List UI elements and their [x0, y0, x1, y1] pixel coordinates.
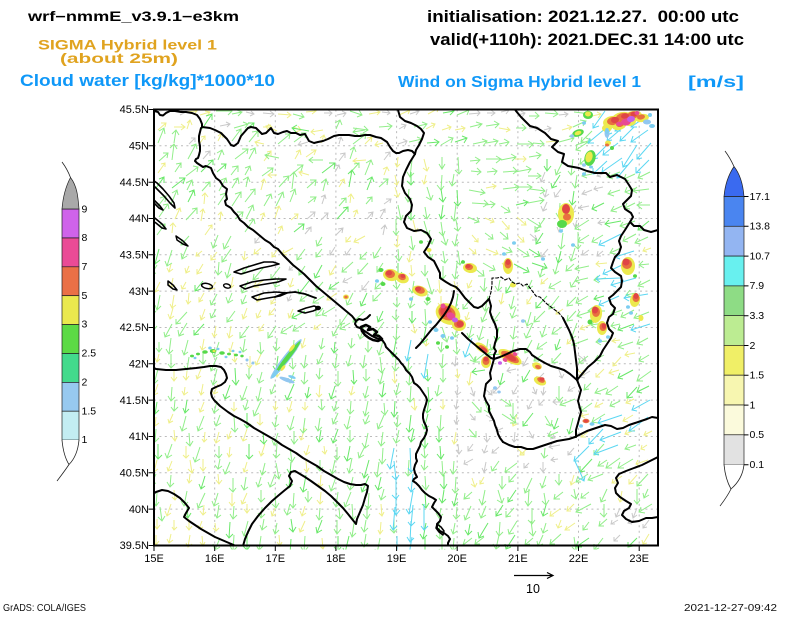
svg-text:43N: 43N — [129, 286, 149, 298]
svg-text:0.5: 0.5 — [750, 429, 765, 441]
svg-text:5: 5 — [82, 290, 88, 302]
svg-text:Cloud water [kg/kg]*1000*10: Cloud water [kg/kg]*1000*10 — [20, 72, 275, 90]
svg-text:SIGMA Hybrid level 1: SIGMA Hybrid level 1 — [38, 37, 217, 53]
svg-text:40N: 40N — [129, 504, 149, 516]
svg-text:45N: 45N — [129, 141, 149, 153]
svg-text:17.1: 17.1 — [750, 191, 771, 203]
svg-text:13.8: 13.8 — [750, 221, 771, 233]
svg-text:3.3: 3.3 — [750, 310, 765, 322]
svg-text:1.5: 1.5 — [82, 405, 97, 417]
svg-text:45.5N: 45.5N — [120, 104, 149, 116]
svg-text:23E: 23E — [629, 553, 649, 565]
svg-text:20E: 20E — [447, 553, 467, 565]
svg-text:GrADS: COLA/IGES: GrADS: COLA/IGES — [3, 603, 86, 614]
svg-text:44.5N: 44.5N — [120, 177, 149, 189]
svg-text:17E: 17E — [266, 553, 286, 565]
svg-text:0.1: 0.1 — [750, 459, 765, 471]
svg-text:2: 2 — [82, 376, 88, 388]
svg-text:1: 1 — [750, 399, 756, 411]
svg-text:2: 2 — [750, 340, 756, 352]
svg-text:41.5N: 41.5N — [120, 395, 149, 407]
svg-text:18E: 18E — [326, 553, 346, 565]
svg-text:44N: 44N — [129, 213, 149, 225]
svg-text:16E: 16E — [205, 553, 225, 565]
svg-text:7: 7 — [82, 261, 88, 273]
svg-text:7.9: 7.9 — [750, 280, 765, 292]
svg-text:22E: 22E — [569, 553, 589, 565]
svg-text:2.5: 2.5 — [82, 348, 97, 360]
svg-text:42N: 42N — [129, 359, 149, 371]
svg-text:(about 25m): (about 25m) — [60, 51, 178, 66]
svg-text:Wind on Sigma Hybrid level 1: Wind on Sigma Hybrid level 1 — [398, 74, 641, 91]
svg-text:39.5N: 39.5N — [120, 540, 149, 552]
svg-text:[m/s]: [m/s] — [688, 74, 744, 91]
svg-text:2021-12-27-09:42: 2021-12-27-09:42 — [684, 603, 778, 614]
svg-text:21E: 21E — [508, 553, 528, 565]
svg-text:1.5: 1.5 — [750, 370, 765, 382]
svg-text:10.7: 10.7 — [750, 250, 771, 262]
svg-text:9: 9 — [82, 203, 88, 215]
svg-text:19E: 19E — [387, 553, 407, 565]
svg-text:40.5N: 40.5N — [120, 468, 149, 480]
svg-text:8: 8 — [82, 232, 88, 244]
svg-text:10: 10 — [526, 582, 540, 596]
svg-text:wrf−nmmE_v3.9.1−e3km: wrf−nmmE_v3.9.1−e3km — [27, 9, 239, 24]
svg-text:1: 1 — [82, 434, 88, 446]
svg-text:valid(+110h): 2021.DEC.31 14:0: valid(+110h): 2021.DEC.31 14:00 utc — [430, 31, 744, 49]
svg-text:initialisation: 2021.12.27. 0: initialisation: 2021.12.27. 00:00 utc — [427, 8, 739, 26]
svg-text:43.5N: 43.5N — [120, 250, 149, 262]
svg-text:3: 3 — [82, 319, 88, 331]
svg-text:41N: 41N — [129, 431, 149, 443]
svg-text:42.5N: 42.5N — [120, 322, 149, 334]
svg-text:15E: 15E — [144, 553, 164, 565]
